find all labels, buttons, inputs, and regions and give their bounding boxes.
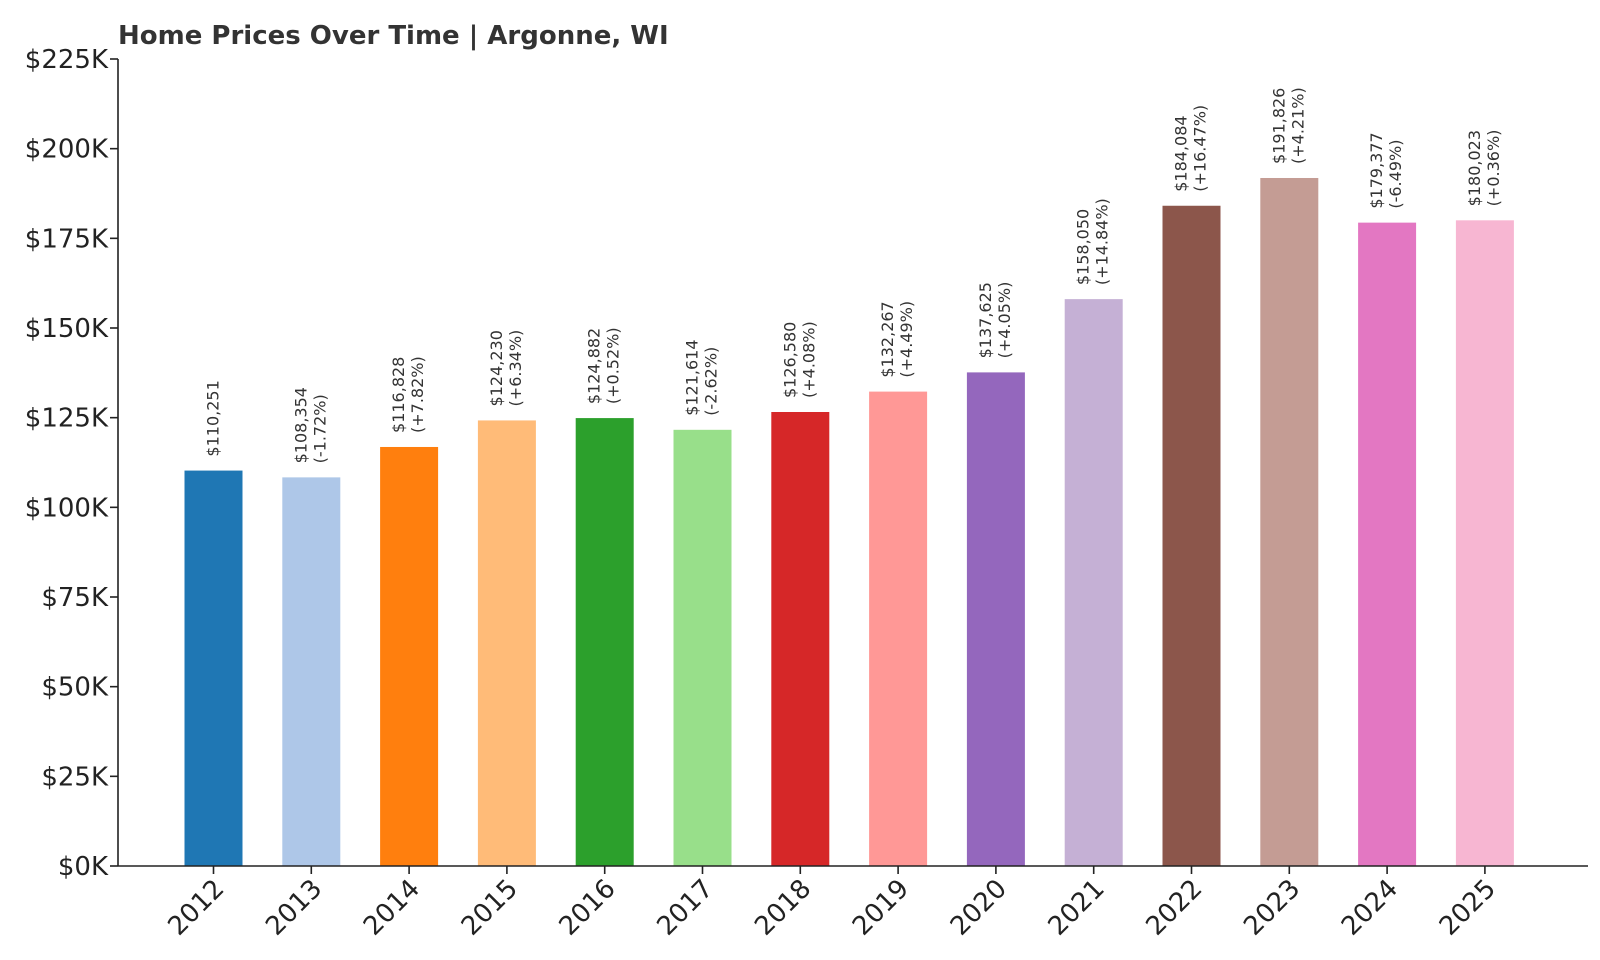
bar-2019 — [869, 391, 928, 866]
bars — [184, 177, 1514, 867]
change-label-2019: (+4.49%) — [897, 301, 916, 378]
value-label-2017: $121,614 — [683, 339, 702, 415]
value-label-2016: $124,882 — [585, 328, 604, 404]
change-label-2024: (-6.49%) — [1386, 140, 1405, 209]
x-tick-label-2014: 2014 — [358, 874, 426, 942]
x-tick-label-2021: 2021 — [1043, 874, 1111, 942]
data-labels: $110,251 $108,354 (-1.72%) $116,828 (+7.82%)… — [204, 87, 1503, 463]
value-label-2025: $180,023 — [1465, 130, 1484, 206]
y-axis-ticks: $0K $25K $50K $75K $100K $125K $150K $175K $200K… — [25, 45, 118, 882]
value-label-2022: $184,084 — [1172, 115, 1191, 191]
bar-2024 — [1358, 222, 1417, 866]
x-tick-label-2019: 2019 — [847, 874, 915, 942]
change-label-2022: (+16.47%) — [1191, 105, 1210, 192]
chart-title: Home Prices Over Time | Argonne, WI — [118, 21, 669, 51]
y-tick-label: $225K — [25, 45, 109, 75]
bar-2017 — [673, 429, 732, 866]
change-label-2023: (+4.21%) — [1288, 87, 1307, 164]
value-label-2018: $126,580 — [780, 322, 799, 398]
value-label-2024: $179,377 — [1367, 132, 1386, 208]
value-label-2021: $158,050 — [1074, 209, 1093, 285]
bar-2018 — [771, 411, 830, 866]
bar-2020 — [966, 372, 1025, 866]
bar-2022 — [1162, 205, 1221, 866]
x-tick-label-2016: 2016 — [554, 874, 622, 942]
value-label-2012: $110,251 — [204, 380, 223, 456]
bar-2023 — [1260, 177, 1319, 867]
x-tick-label-2012: 2012 — [162, 874, 230, 942]
bar-2013 — [282, 477, 341, 866]
change-label-2021: (+14.84%) — [1093, 198, 1112, 285]
y-tick-label: $150K — [25, 314, 109, 344]
x-tick-label-2025: 2025 — [1434, 874, 1502, 942]
y-tick-label: $0K — [58, 852, 109, 882]
x-tick-label-2017: 2017 — [651, 874, 719, 942]
change-label-2018: (+4.08%) — [799, 321, 818, 398]
y-tick-label: $200K — [25, 135, 109, 165]
bar-2014 — [380, 446, 439, 866]
y-tick-label: $100K — [25, 493, 109, 523]
bar-2021 — [1064, 299, 1123, 866]
value-label-2015: $124,230 — [487, 330, 506, 406]
change-label-2014: (+7.82%) — [408, 356, 427, 433]
x-tick-label-2015: 2015 — [456, 874, 524, 942]
value-label-2020: $137,625 — [976, 282, 995, 358]
change-label-2020: (+4.05%) — [995, 282, 1014, 359]
bar-2016 — [575, 418, 634, 866]
x-tick-label-2022: 2022 — [1140, 874, 1208, 942]
value-label-2019: $132,267 — [878, 301, 897, 377]
x-axis-ticks: 2012 2013 2014 2015 2016 2017 2018 2019 2020 2021… — [162, 866, 1502, 942]
y-tick-label: $125K — [25, 404, 109, 434]
bar-2025 — [1455, 220, 1514, 866]
value-label-2013: $108,354 — [291, 387, 310, 463]
value-label-2023: $191,826 — [1269, 88, 1288, 164]
change-label-2013: (-1.72%) — [310, 394, 329, 463]
x-tick-label-2023: 2023 — [1238, 874, 1306, 942]
change-label-2015: (+6.34%) — [506, 330, 525, 407]
y-tick-label: $75K — [41, 583, 109, 613]
y-tick-label: $25K — [41, 762, 109, 792]
change-label-2017: (-2.62%) — [702, 347, 721, 416]
change-label-2016: (+0.52%) — [604, 327, 623, 404]
bar-2015 — [477, 420, 536, 866]
x-tick-label-2018: 2018 — [749, 874, 817, 942]
y-tick-label: $50K — [41, 673, 109, 703]
bar-2012 — [184, 470, 243, 866]
y-tick-label: $175K — [25, 224, 109, 254]
x-tick-label-2013: 2013 — [260, 874, 328, 942]
x-tick-label-2024: 2024 — [1336, 874, 1404, 942]
value-label-2014: $116,828 — [389, 357, 408, 433]
change-label-2025: (+0.36%) — [1484, 130, 1503, 207]
x-tick-label-2020: 2020 — [945, 874, 1013, 942]
